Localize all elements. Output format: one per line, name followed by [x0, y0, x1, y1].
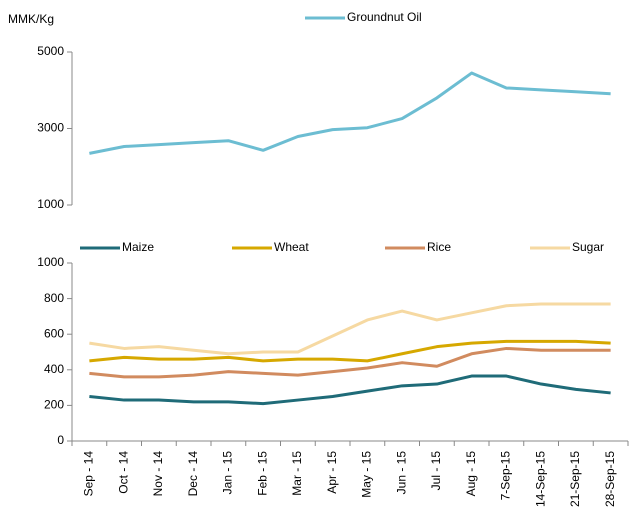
- y-tick-label: 200: [44, 398, 64, 412]
- x-tick-label: Oct - 14: [116, 451, 130, 494]
- series-line: [89, 374, 611, 406]
- x-tick-label: Dec - 14: [186, 451, 200, 497]
- y-tick-label: 1000: [37, 197, 64, 211]
- legend-label: Wheat: [274, 240, 309, 254]
- x-tick-label: Sep - 14: [82, 451, 96, 497]
- y-tick-label: 0: [57, 433, 64, 447]
- x-tick-label: 28-Sep-15: [603, 451, 617, 507]
- y-tick-label: 600: [44, 326, 64, 340]
- x-tick-label: May - 15: [360, 451, 374, 498]
- x-tick-label: Mar - 15: [290, 451, 304, 496]
- x-tick-label: Nov - 14: [151, 451, 165, 497]
- legend-label: Groundnut Oil: [347, 10, 422, 24]
- y-tick-label: 800: [44, 291, 64, 305]
- x-tick-label: 14-Sep-15: [533, 451, 547, 507]
- series-line: [89, 71, 611, 155]
- y-axis-label: MMK/Kg: [8, 12, 54, 26]
- x-tick-label: Apr - 15: [325, 451, 339, 494]
- legend-label: Maize: [122, 240, 154, 254]
- x-tick-label: Jun - 15: [394, 451, 408, 495]
- legend-label: Rice: [427, 240, 451, 254]
- y-tick-label: 3000: [37, 121, 64, 135]
- y-tick-label: 5000: [37, 44, 64, 58]
- x-tick-label: Feb - 15: [255, 451, 269, 496]
- legend-label: Sugar: [572, 240, 604, 254]
- series-line: [89, 339, 611, 363]
- x-tick-label: Jul - 15: [429, 451, 443, 491]
- x-tick-label: Aug - 15: [464, 451, 478, 497]
- series-line: [89, 302, 611, 356]
- series-line: [89, 346, 611, 379]
- y-tick-label: 1000: [37, 255, 64, 269]
- y-tick-label: 400: [44, 362, 64, 376]
- x-tick-label: Jan - 15: [221, 451, 235, 495]
- x-tick-label: 21-Sep-15: [568, 451, 582, 507]
- x-tick-label: 7-Sep-15: [499, 451, 513, 501]
